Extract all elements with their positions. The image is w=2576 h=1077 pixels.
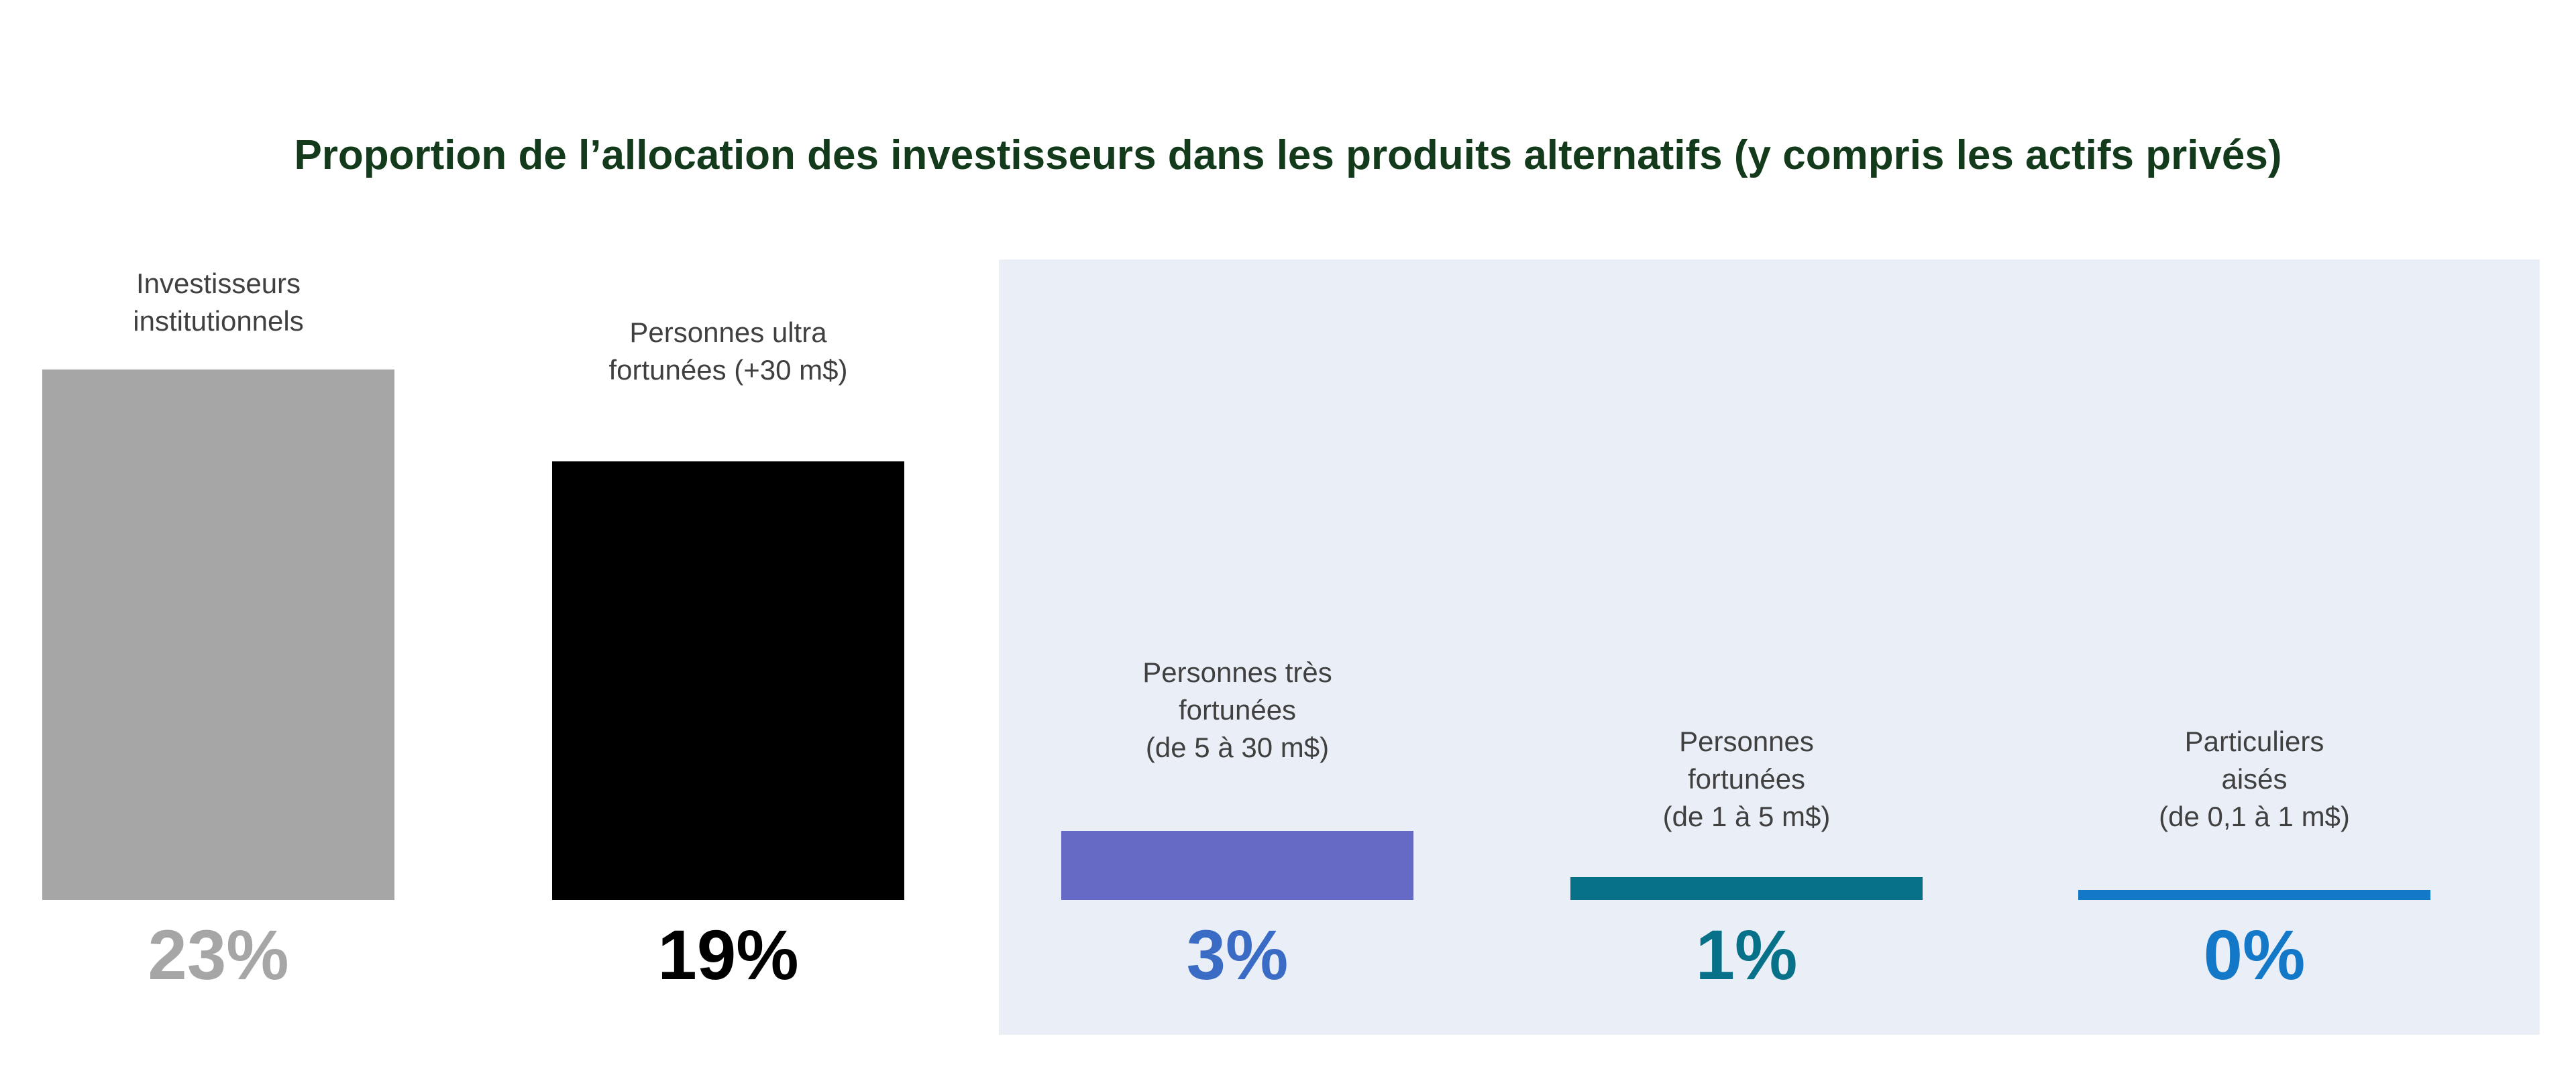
label-line: Personnes: [1679, 726, 1814, 757]
bar-value-label: 1%: [1695, 916, 1798, 995]
bar-rect: [1570, 876, 1923, 900]
bar-value-label: 3%: [1186, 916, 1289, 995]
label-line: (de 0,1 à 1 m$): [2159, 801, 2350, 832]
bar-rect: [2078, 890, 2430, 900]
chart-title: Proportion de l’allocation des investiss…: [294, 132, 2282, 178]
label-line: (de 1 à 5 m$): [1662, 801, 1831, 832]
bar-group-investisseurs-institutionnels: Investisseurs institutionnels 23%: [42, 0, 394, 1077]
bar-value-label: 0%: [2203, 916, 2306, 995]
bar-category-label: Particuliers aisés (de 0,1 à 1 m$): [2004, 723, 2504, 836]
retail-investors-highlight-panel: [999, 260, 2540, 1035]
label-line: aisés: [2221, 763, 2288, 795]
label-line: (de 5 à 30 m$): [1145, 732, 1330, 763]
bar-rect: [1061, 830, 1413, 900]
bar-value-label: 19%: [657, 916, 799, 995]
bar-group-personnes-ultra-fortunees: Personnes ultra fortunées (+30 m$) 19%: [552, 0, 904, 1077]
bar-group-personnes-fortunees: Personnes fortunées (de 1 à 5 m$) 1%: [1570, 0, 1923, 1077]
label-line: fortunées: [1178, 694, 1297, 726]
label-line: Investisseurs: [136, 268, 301, 299]
bar-category-label: Personnes ultra fortunées (+30 m$): [478, 314, 978, 389]
bar-category-label: Personnes fortunées (de 1 à 5 m$): [1497, 723, 1996, 836]
label-line: Personnes ultra: [629, 317, 827, 348]
bar-group-particuliers-aises: Particuliers aisés (de 0,1 à 1 m$) 0%: [2078, 0, 2430, 1077]
bar-category-label: Investisseurs institutionnels: [0, 265, 468, 340]
label-line: fortunées (+30 m$): [608, 354, 848, 386]
bar-rect: [552, 461, 904, 900]
label-line: Particuliers: [2184, 726, 2324, 757]
bar-value-label: 23%: [148, 916, 289, 995]
label-line: Personnes très: [1142, 657, 1332, 688]
bar-group-personnes-tres-fortunees: Personnes très fortunées (de 5 à 30 m$) …: [1061, 0, 1413, 1077]
bar-rect: [42, 369, 394, 900]
label-line: fortunées: [1687, 763, 1806, 795]
label-line: institutionnels: [133, 305, 304, 337]
bar-category-label: Personnes très fortunées (de 5 à 30 m$): [987, 654, 1487, 767]
